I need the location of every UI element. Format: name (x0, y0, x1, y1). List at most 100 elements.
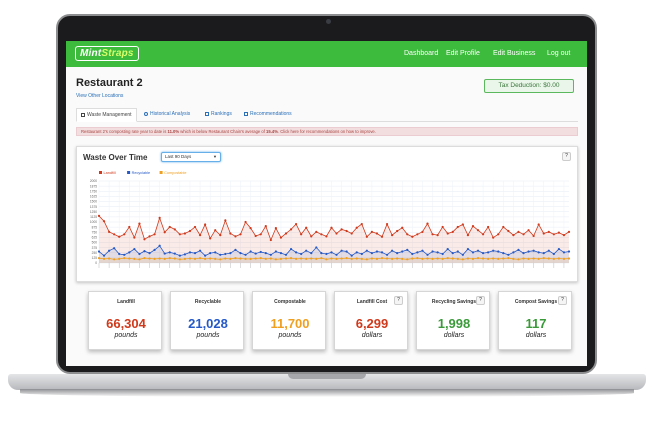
card-label: Compost Savings (514, 299, 558, 305)
data-point (264, 257, 267, 260)
card-label: Landfill Cost (356, 299, 388, 305)
data-point (537, 223, 540, 226)
legend-swatch (159, 171, 163, 174)
data-point (421, 230, 424, 233)
data-point (123, 233, 126, 236)
card-help-button[interactable]: ? (394, 296, 403, 305)
data-point (522, 233, 525, 236)
data-point (527, 257, 530, 260)
data-point (522, 252, 525, 255)
data-point (214, 251, 217, 254)
data-point (512, 257, 515, 260)
y-tick-label: 1750 (90, 189, 97, 193)
data-point (133, 236, 136, 239)
tab-historical-analysis[interactable]: Historical Analysis (144, 108, 190, 122)
nav-dashboard-link[interactable]: Dashboard (404, 50, 439, 57)
data-point (487, 251, 490, 254)
data-point (385, 257, 389, 260)
data-point (562, 234, 566, 237)
data-point (300, 252, 303, 256)
data-point (133, 257, 136, 260)
data-point (406, 248, 409, 251)
data-point (411, 257, 414, 260)
nav-logout-link[interactable]: Log out (547, 50, 571, 57)
data-point (532, 257, 535, 260)
data-point (476, 256, 480, 260)
brand-logo[interactable]: MintStraps (75, 46, 139, 61)
data-point (183, 253, 187, 256)
data-point (279, 257, 283, 260)
y-tick-label: 1250 (90, 210, 97, 214)
data-point (188, 229, 192, 233)
data-point (284, 257, 288, 260)
data-point (461, 223, 464, 226)
alert-text-after: . Click here for recommendations on how … (277, 129, 376, 134)
data-point (446, 247, 449, 251)
data-point (401, 226, 404, 229)
nav-edit-business-link[interactable]: Edit Business (493, 50, 536, 57)
data-point (461, 258, 464, 261)
data-point (229, 232, 232, 235)
data-point (335, 257, 338, 260)
data-point (446, 232, 449, 235)
data-point (168, 256, 171, 260)
card-value: 21,028 (188, 316, 228, 331)
data-point (426, 222, 429, 225)
data-point (214, 229, 217, 232)
list-icon (244, 111, 248, 116)
data-point (153, 257, 156, 260)
y-tick-label: 1875 (90, 184, 97, 188)
data-point (547, 249, 550, 252)
data-point (401, 257, 404, 260)
y-tick-label: 375 (92, 246, 98, 250)
data-point (259, 250, 262, 254)
data-point (294, 251, 298, 254)
data-point (370, 257, 374, 260)
data-point (118, 252, 121, 256)
data-point (497, 257, 500, 260)
data-point (431, 233, 434, 236)
data-point (305, 257, 308, 260)
data-point (239, 257, 242, 260)
app-screen: MintStraps Dashboard Edit Profile Edit B… (66, 41, 587, 366)
data-point (320, 256, 323, 260)
tax-deduction-badge: Tax Deduction: $0.00 (484, 79, 574, 93)
card-label: Compostable (274, 299, 306, 305)
data-point (502, 252, 505, 255)
data-point (527, 229, 530, 232)
composting-alert[interactable]: Restaurant 2's composting rate year to d… (76, 127, 578, 136)
data-point (441, 257, 444, 260)
data-point (289, 247, 293, 251)
laptop-shadow (20, 389, 634, 397)
tab-waste-management[interactable]: Waste Management (76, 108, 137, 122)
data-point (365, 235, 368, 238)
data-point (481, 233, 485, 236)
data-point (234, 256, 237, 260)
y-tick-label: 1625 (90, 195, 97, 199)
tab-recommendations[interactable]: Recommendations (244, 108, 292, 122)
data-point (219, 253, 222, 256)
alert-text-middle: which is below Restaurant Chain's averag… (179, 129, 267, 134)
nav-edit-profile-link[interactable]: Edit Profile (446, 50, 480, 57)
chart-help-button[interactable]: ? (562, 152, 571, 161)
data-point (204, 257, 207, 260)
data-point (391, 257, 394, 260)
view-other-locations-link[interactable]: View Other Locations (76, 93, 124, 99)
card-help-button[interactable]: ? (476, 296, 485, 305)
data-point (507, 229, 510, 233)
data-point (254, 257, 257, 260)
data-point (244, 253, 247, 256)
data-point (305, 249, 308, 252)
data-point (436, 257, 439, 260)
date-range-select[interactable]: Last 90 Days ▼ (161, 152, 221, 162)
tab-rankings[interactable]: Rankings (205, 108, 232, 122)
clock-icon (144, 111, 148, 116)
data-point (385, 253, 389, 256)
card-help-button[interactable]: ? (558, 296, 567, 305)
data-point (466, 257, 470, 260)
data-point (416, 233, 419, 236)
data-point (502, 225, 505, 229)
data-point (320, 252, 323, 255)
data-point (274, 250, 277, 253)
data-point (173, 252, 176, 255)
